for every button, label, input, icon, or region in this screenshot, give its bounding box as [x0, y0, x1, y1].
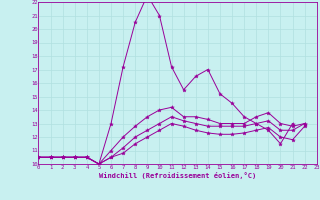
X-axis label: Windchill (Refroidissement éolien,°C): Windchill (Refroidissement éolien,°C) [99, 172, 256, 179]
